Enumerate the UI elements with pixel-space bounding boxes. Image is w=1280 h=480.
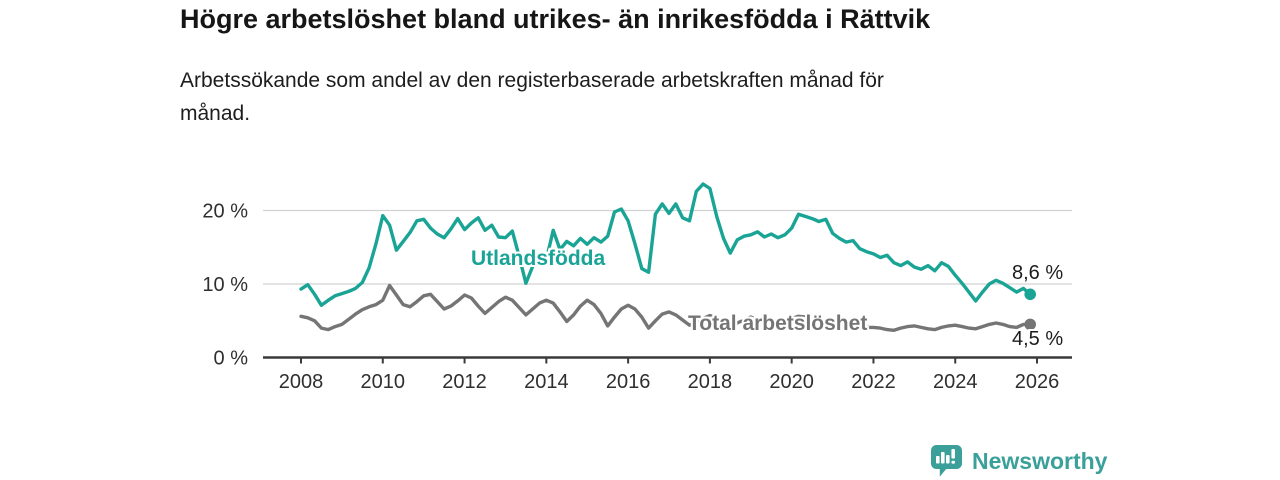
bar-chart-speech-bubble-icon [931, 445, 962, 477]
x-axis-tick-label: 2012 [442, 371, 487, 393]
y-axis-tick-label: 10 % [202, 274, 248, 296]
chart-subtitle: Arbetssökande som andel av den registerb… [180, 69, 884, 125]
series-line-0 [299, 182, 1032, 307]
x-axis-tick-label: 2016 [606, 371, 651, 393]
brand-name: Newsworthy [972, 448, 1108, 474]
x-axis-tick-label: 2008 [279, 371, 324, 393]
x-axis-tick-label: 2022 [851, 371, 896, 393]
x-axis-tick-label: 2010 [361, 371, 406, 393]
y-axis-tick-label: 0 % [214, 348, 249, 370]
x-axis-tick-label: 2020 [769, 371, 814, 393]
x-axis-tick-label: 2026 [1015, 371, 1060, 393]
page-title: Högre arbetslöshet bland utrikes- än inr… [180, 4, 931, 34]
series-line-1 [299, 283, 1032, 332]
end-value-label-utlandsfodda: 8,6 % [1012, 262, 1064, 284]
end-value-label-total: 4,5 % [1012, 328, 1064, 350]
x-axis-tick-label: 2014 [524, 371, 569, 393]
series-end-dot-1 [1024, 318, 1036, 331]
series-end-dot-0 [1024, 288, 1036, 301]
series-label-utlandsfodda: Utlandsfödda [471, 247, 606, 270]
x-axis-tick-label: 2018 [688, 371, 733, 393]
x-axis-tick-label: 2024 [933, 371, 978, 393]
series-label-total-arbetsloshet: Total arbetslöshet [688, 312, 868, 335]
newsworthy-logo: Newsworthy [930, 444, 1107, 478]
y-axis-tick-label: 20 % [202, 201, 248, 223]
